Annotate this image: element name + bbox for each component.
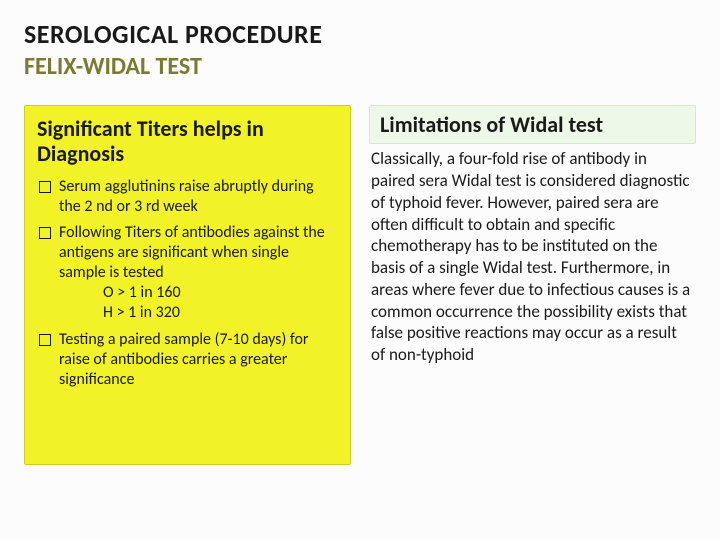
bullet-text: Serum agglutinins raise abruptly during … [59,177,314,216]
slide: SEROLOGICAL PROCEDURE FELIX-WIDAL TEST S… [0,0,720,540]
right-body: Classically, a four-fold rise of antibod… [369,148,696,366]
list-item: Serum agglutinins raise abruptly during … [37,177,338,217]
columns: Significant Titers helps in Diagnosis Se… [24,105,696,465]
left-heading: Significant Titers helps in Diagnosis [37,116,338,167]
sub-line: H > 1 in 320 [59,303,338,324]
bullet-text: Testing a paired sample (7-10 days) for … [59,330,308,389]
sub-line: O > 1 in 160 [59,283,338,304]
bullet-text: Following Titers of antibodies against t… [59,223,325,282]
right-heading: Limitations of Widal test [380,112,685,137]
right-column: Limitations of Widal test Classically, a… [369,105,696,465]
left-panel: Significant Titers helps in Diagnosis Se… [24,105,351,465]
title-line-2: FELIX-WIDAL TEST [24,52,696,81]
left-column: Significant Titers helps in Diagnosis Se… [24,105,351,465]
bullet-list: Serum agglutinins raise abruptly during … [37,177,338,391]
right-heading-bar: Limitations of Widal test [369,105,696,144]
list-item: Testing a paired sample (7-10 days) for … [37,330,338,390]
title-line-1: SEROLOGICAL PROCEDURE [24,18,696,50]
list-item: Following Titers of antibodies against t… [37,223,338,325]
